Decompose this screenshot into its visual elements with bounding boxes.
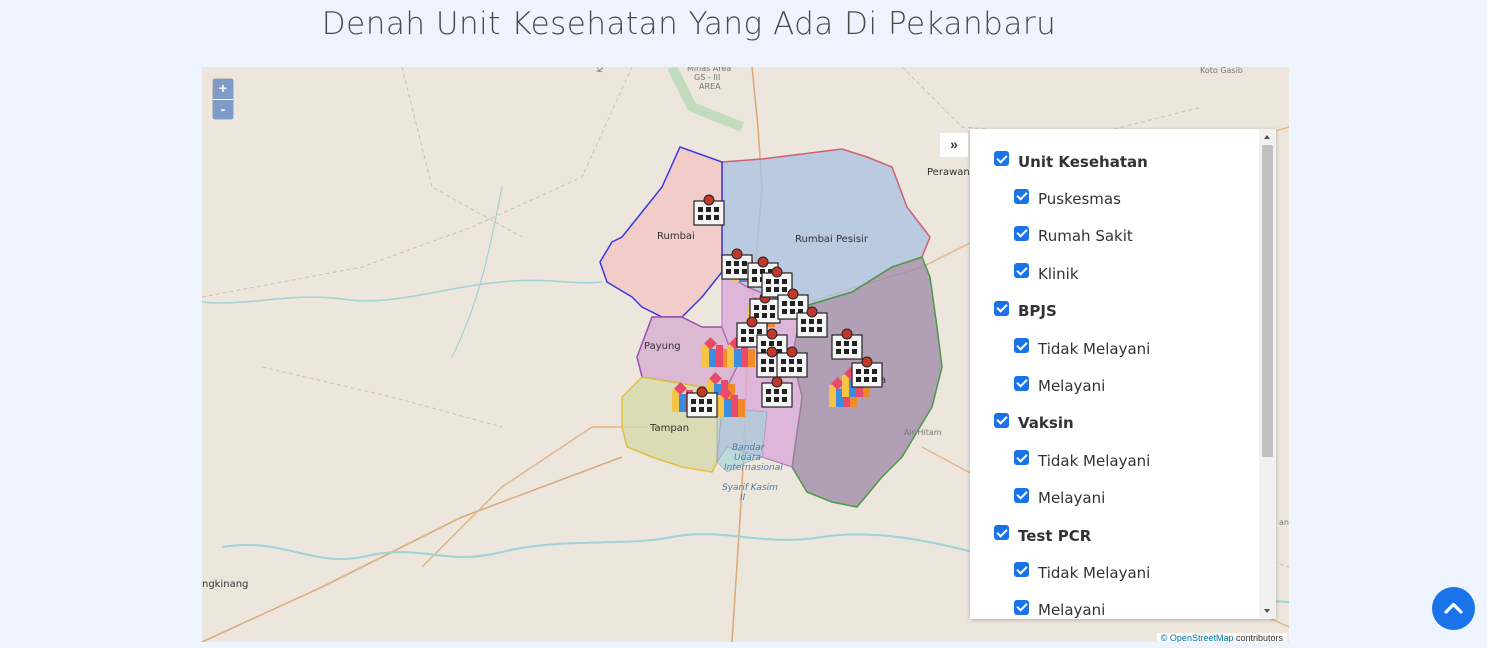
hospital-icon[interactable] <box>776 346 808 378</box>
airport-label-4: Syarif Kasim <box>722 483 778 493</box>
place-label-minas: Minas Area <box>687 67 731 73</box>
chevron-up-icon <box>1444 602 1463 614</box>
hospital-icon[interactable] <box>851 356 883 388</box>
layer-checkbox[interactable] <box>1014 338 1029 354</box>
layer-control-panel: Unit Kesehatan Puskesmas Rumah Sakit Klinik… <box>970 129 1276 619</box>
layer-item-row[interactable]: Melayani <box>970 480 1258 517</box>
airport-area <box>716 406 768 473</box>
layer-item-row[interactable]: Klinik <box>970 255 1258 292</box>
layer-item-row[interactable]: Melayani <box>970 367 1258 404</box>
airport-label-1: Bandar <box>732 443 766 453</box>
hospital-icon[interactable] <box>761 376 793 408</box>
airport-label-3: Internasional <box>724 463 783 473</box>
district-rumbai <box>599 146 723 318</box>
layer-group-label: BPJS <box>1018 302 1057 321</box>
layer-group-label: Test PCR <box>1018 526 1092 545</box>
place-label-koto-gasib: Koto Gasib <box>1200 67 1243 75</box>
place-label-an: an <box>1279 518 1289 527</box>
layer-item-row[interactable]: Melayani <box>970 592 1258 619</box>
hospital-icon[interactable] <box>761 266 793 298</box>
zoom-out-button[interactable]: - <box>213 99 233 119</box>
map-container[interactable]: Rumbai Rumbai Pesisir Payung Tampan a Pe… <box>202 67 1289 642</box>
hospital-icon[interactable] <box>721 248 753 280</box>
scroll-down-arrow-icon[interactable] <box>1264 609 1270 613</box>
district-label-rumbai: Rumbai <box>657 231 695 242</box>
district-label-east: a <box>880 375 886 386</box>
layer-panel-scrollbar[interactable] <box>1259 129 1276 619</box>
layer-checkbox[interactable] <box>1014 450 1029 466</box>
layer-group-row[interactable]: Test PCR <box>970 517 1258 554</box>
layer-group-row[interactable]: Vaksin <box>970 405 1258 442</box>
scroll-thumb[interactable] <box>1262 145 1273 457</box>
layer-checkbox[interactable] <box>994 412 1009 428</box>
layer-item-row[interactable]: Puskesmas <box>970 180 1258 217</box>
layer-checkbox[interactable] <box>1014 188 1029 204</box>
layer-item-label: Klinik <box>1038 264 1079 283</box>
layer-collapse-button[interactable]: » <box>940 133 968 157</box>
airport-label-2: Udara <box>734 453 761 463</box>
layer-item-row[interactable]: Tidak Melayani <box>970 330 1258 367</box>
place-label-perawan: Perawan <box>927 167 970 178</box>
layer-checkbox[interactable] <box>1014 263 1029 279</box>
layer-checkbox[interactable] <box>1014 562 1029 578</box>
layer-item-label: Puskesmas <box>1038 190 1121 209</box>
hospital-icon[interactable] <box>831 328 863 360</box>
layer-checkbox[interactable] <box>1014 487 1029 503</box>
hospital-icon[interactable] <box>693 194 725 226</box>
layer-item-row[interactable]: Rumah Sakit <box>970 218 1258 255</box>
map-attribution: © OpenStreetMap contributors <box>1156 633 1287 642</box>
layer-group-label: Vaksin <box>1018 414 1074 433</box>
layer-checkbox[interactable] <box>994 525 1009 541</box>
layer-item-label: Tidak Melayani <box>1038 339 1151 358</box>
layer-item-label: Tidak Melayani <box>1038 451 1151 470</box>
layer-group-row[interactable]: Unit Kesehatan <box>970 143 1258 180</box>
layer-list: Unit Kesehatan Puskesmas Rumah Sakit Klinik… <box>970 143 1258 619</box>
layer-item-label: Tidak Melayani <box>1038 563 1151 582</box>
layer-item-row[interactable]: Tidak Melayani <box>970 442 1258 479</box>
layer-checkbox[interactable] <box>1014 375 1029 391</box>
zoom-control: + - <box>213 79 233 119</box>
place-label-kabupaten: Kabupaten <box>595 67 611 73</box>
layer-item-label: Rumah Sakit <box>1038 227 1133 246</box>
layer-checkbox[interactable] <box>994 151 1009 167</box>
place-label-ngkinang: ngkinang <box>202 579 248 590</box>
place-label-area: AREA <box>699 82 721 91</box>
hospital-icon[interactable] <box>686 386 718 418</box>
page-title: Denah Unit Kesehatan Yang Ada Di Pekanba… <box>321 6 1057 42</box>
layer-item-label: Melayani <box>1038 601 1106 619</box>
layer-checkbox[interactable] <box>1014 225 1029 241</box>
place-label-air-hitam: Air Hitam <box>904 428 942 437</box>
district-label-rumbai-pesisir: Rumbai Pesisir <box>795 234 869 245</box>
district-label-tampan: Tampan <box>649 423 689 434</box>
place-label-gs: GS - III <box>694 73 720 82</box>
layer-item-row[interactable]: Tidak Melayani <box>970 554 1258 591</box>
back-to-top-button[interactable] <box>1432 587 1475 630</box>
layer-item-label: Melayani <box>1038 377 1106 396</box>
layer-checkbox[interactable] <box>994 300 1009 316</box>
zoom-in-button[interactable]: + <box>213 79 233 99</box>
attribution-text: contributors <box>1233 633 1283 642</box>
attribution-link[interactable]: © OpenStreetMap <box>1160 633 1234 642</box>
layer-checkbox[interactable] <box>1014 599 1029 615</box>
layer-item-label: Melayani <box>1038 489 1106 508</box>
map-canvas[interactable]: Rumbai Rumbai Pesisir Payung Tampan a Pe… <box>202 67 1289 642</box>
airport-label-5: II <box>740 493 746 503</box>
layer-group-label: Unit Kesehatan <box>1018 152 1148 171</box>
layer-group-row[interactable]: BPJS <box>970 293 1258 330</box>
hospital-icon[interactable] <box>796 306 828 338</box>
scroll-up-arrow-icon[interactable] <box>1264 135 1270 139</box>
district-label-payung: Payung <box>644 341 681 352</box>
